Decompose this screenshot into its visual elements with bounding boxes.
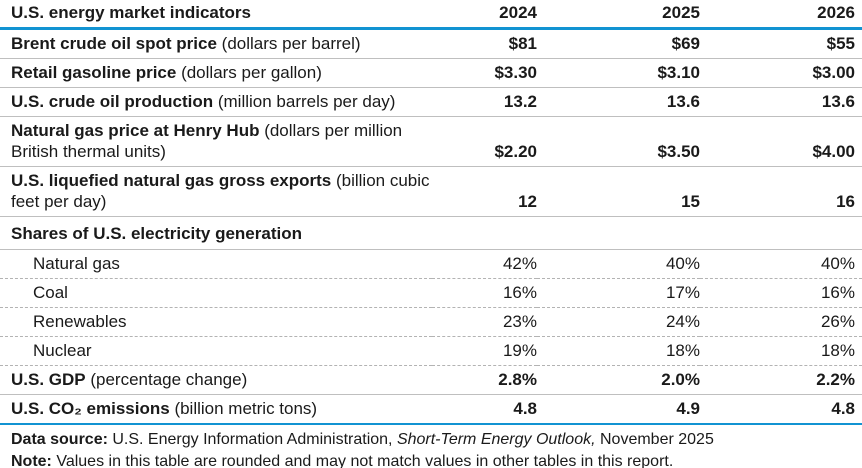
value-2024: $2.20	[432, 116, 537, 167]
share-label: Nuclear	[0, 336, 432, 366]
indicator-label: U.S. liquefied natural gas gross exports…	[0, 166, 432, 217]
indicator-unit: (billion cubic feet per day)	[11, 171, 430, 211]
row-lng-exports: U.S. liquefied natural gas gross exports…	[0, 166, 862, 217]
report-title: Short-Term Energy Outlook,	[396, 431, 596, 448]
year-column-2024: 2024	[432, 0, 537, 30]
indicator-unit: (billion metric tons)	[169, 399, 318, 418]
note-text: Values in this table are rounded and may…	[51, 453, 674, 468]
value-2026: 16%	[700, 278, 862, 308]
data-source-text: U.S. Energy Information Administration,	[107, 431, 397, 448]
share-label: Renewables	[0, 307, 432, 337]
value-2024: 23%	[432, 307, 537, 337]
share-label: Natural gas	[0, 249, 432, 279]
value-2025: 13.6	[537, 87, 700, 117]
indicator-label: U.S. CO₂ emissions (billion metric tons)	[0, 394, 432, 425]
value-2025: 18%	[537, 336, 700, 366]
indicator-label: Retail gasoline price (dollars per gallo…	[0, 58, 432, 88]
value-2026: 13.6	[700, 87, 862, 117]
year-column-2026: 2026	[700, 0, 862, 30]
value-2024: 4.8	[432, 394, 537, 425]
table-title: U.S. energy market indicators	[0, 0, 432, 30]
indicator-unit: (percentage change)	[85, 370, 248, 389]
value-2026: 4.8	[700, 394, 862, 425]
value-2025: $3.10	[537, 58, 700, 88]
row-share-nuclear: Nuclear 19% 18% 18%	[0, 336, 862, 366]
note-line: Note: Values in this table are rounded a…	[11, 451, 851, 468]
row-electricity-shares-section: Shares of U.S. electricity generation	[0, 216, 862, 250]
value-2026: 26%	[700, 307, 862, 337]
row-retail-gasoline: Retail gasoline price (dollars per gallo…	[0, 58, 862, 88]
indicator-name: Natural gas price at Henry Hub	[11, 121, 260, 140]
value-2026: 40%	[700, 249, 862, 279]
value-2025: 15	[537, 166, 700, 217]
value-2024: 16%	[432, 278, 537, 308]
indicator-name: U.S. liquefied natural gas gross exports	[11, 171, 332, 190]
value-2026: 18%	[700, 336, 862, 366]
indicator-name: U.S. GDP	[11, 370, 86, 389]
indicator-label: U.S. crude oil production (million barre…	[0, 87, 432, 117]
indicator-label: U.S. GDP (percentage change)	[0, 365, 432, 395]
note-label: Note:	[11, 453, 52, 468]
indicator-unit: (dollars per million British thermal uni…	[11, 121, 403, 161]
row-co2-emissions: U.S. CO₂ emissions (billion metric tons)…	[0, 394, 862, 425]
value-2025: 2.0%	[537, 365, 700, 395]
row-share-coal: Coal 16% 17% 16%	[0, 278, 862, 308]
value-2024: 2.8%	[432, 365, 537, 395]
energy-indicators-table: U.S. energy market indicators 2024 2025 …	[0, 0, 862, 425]
row-henry-hub: Natural gas price at Henry Hub (dollars …	[0, 116, 862, 167]
value-2025: 17%	[537, 278, 700, 308]
indicator-name: Retail gasoline price	[11, 63, 177, 82]
value-2025: $69	[537, 28, 700, 59]
indicator-name: U.S. crude oil production	[11, 92, 214, 111]
row-gdp: U.S. GDP (percentage change) 2.8% 2.0% 2…	[0, 365, 862, 395]
row-crude-production: U.S. crude oil production (million barre…	[0, 87, 862, 117]
indicator-label: Natural gas price at Henry Hub (dollars …	[0, 116, 432, 167]
row-share-natural-gas: Natural gas 42% 40% 40%	[0, 249, 862, 279]
data-source-line: Data source: U.S. Energy Information Adm…	[11, 429, 851, 451]
value-2024: $3.30	[432, 58, 537, 88]
value-2026: 16	[700, 166, 862, 217]
value-2025: 24%	[537, 307, 700, 337]
report-date: November 2025	[595, 431, 714, 448]
table-footer: Data source: U.S. Energy Information Adm…	[0, 425, 862, 468]
indicator-name: Brent crude oil spot price	[11, 34, 217, 53]
value-2025: 40%	[537, 249, 700, 279]
row-share-renewables: Renewables 23% 24% 26%	[0, 307, 862, 337]
value-2024: 42%	[432, 249, 537, 279]
indicator-unit: (million barrels per day)	[213, 92, 396, 111]
value-2026: $55	[700, 28, 862, 59]
table-header-row: U.S. energy market indicators 2024 2025 …	[0, 0, 862, 30]
value-2026: $3.00	[700, 58, 862, 88]
indicator-unit: (dollars per gallon)	[176, 63, 322, 82]
value-2026: $4.00	[700, 116, 862, 167]
indicator-label: Brent crude oil spot price (dollars per …	[0, 28, 432, 59]
value-2026: 2.2%	[700, 365, 862, 395]
year-column-2025: 2025	[537, 0, 700, 30]
value-2025: $3.50	[537, 116, 700, 167]
indicator-unit: (dollars per barrel)	[216, 34, 361, 53]
data-source-label: Data source:	[11, 431, 108, 448]
value-2025: 4.9	[537, 394, 700, 425]
share-label: Coal	[0, 278, 432, 308]
row-brent-crude: Brent crude oil spot price (dollars per …	[0, 28, 862, 59]
value-2024: 13.2	[432, 87, 537, 117]
section-heading: Shares of U.S. electricity generation	[0, 216, 862, 250]
value-2024: $81	[432, 28, 537, 59]
value-2024: 12	[432, 166, 537, 217]
indicator-name: U.S. CO₂ emissions	[11, 399, 170, 418]
value-2024: 19%	[432, 336, 537, 366]
